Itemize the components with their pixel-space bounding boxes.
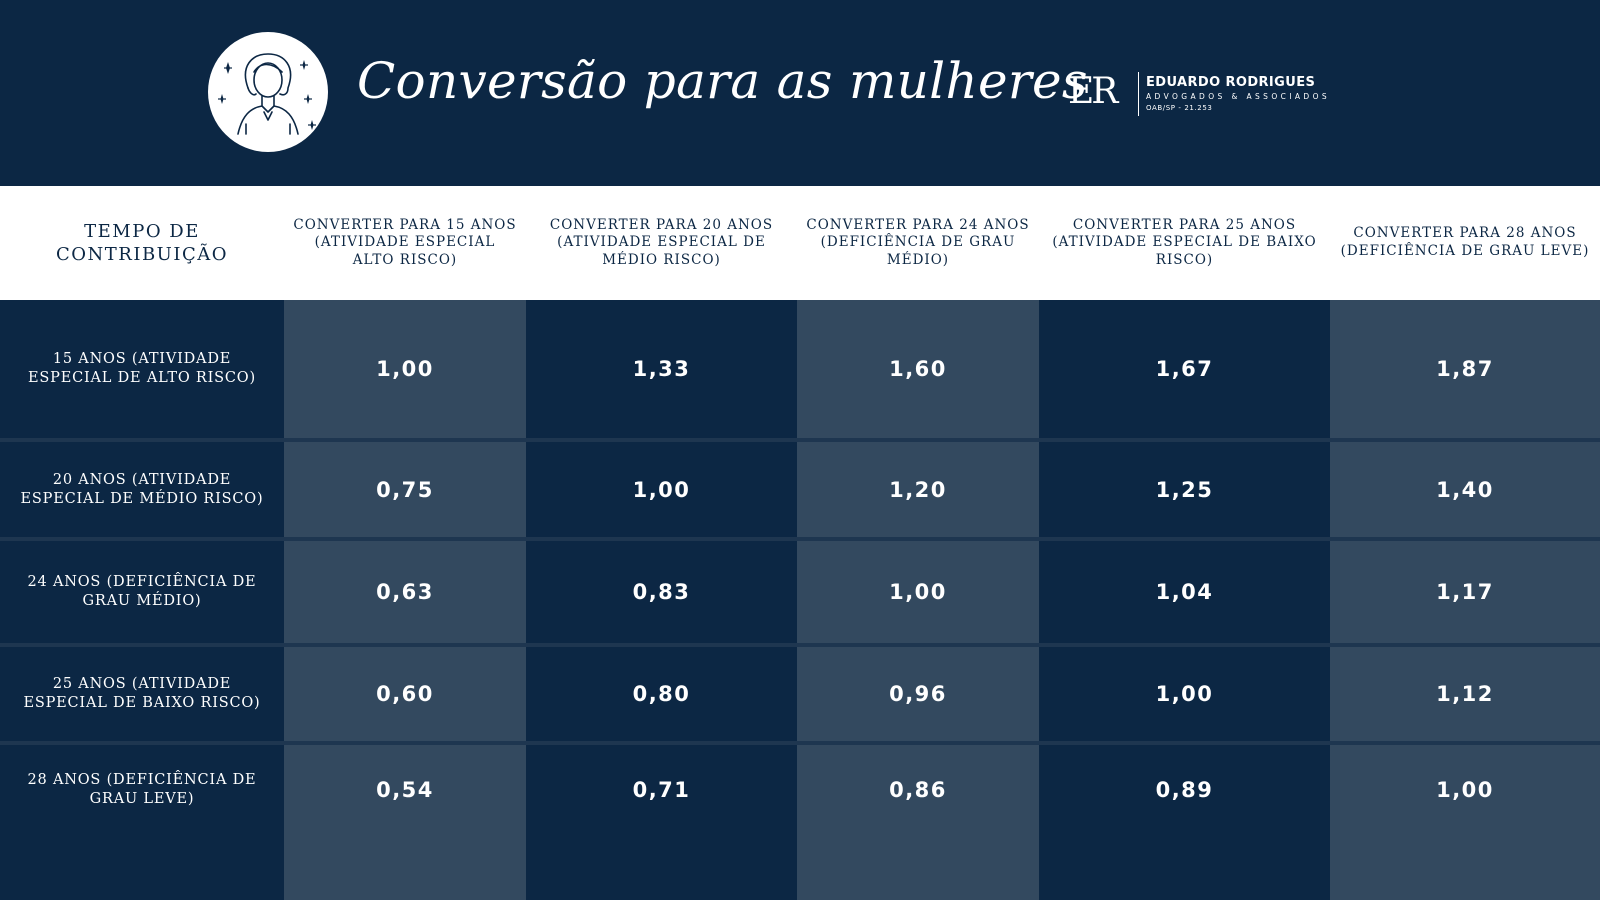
- column-header: CONVERTER PARA 20 ANOS (ATIVIDADE ESPECI…: [549, 216, 774, 268]
- table-cell: 0,83: [632, 580, 691, 604]
- table-cell: 1,00: [1436, 778, 1494, 802]
- logo-mark: ER: [1068, 71, 1118, 112]
- logo-name: EDUARDO RODRIGUES: [1146, 75, 1316, 90]
- woman-avatar-icon: [208, 32, 328, 152]
- table-cell: 0,54: [376, 778, 434, 802]
- value-column-background: [526, 300, 797, 900]
- value-column-background: [1039, 300, 1330, 900]
- row-label: 28 ANOS (DEFICIÊNCIA DE GRAU LEVE): [27, 772, 257, 807]
- value-column-background: [1330, 300, 1600, 900]
- table-cell: 1,67: [1155, 357, 1214, 381]
- row-label: 24 ANOS (DEFICIÊNCIA DE GRAU MÉDIO): [27, 574, 257, 609]
- logo-divider: [1138, 72, 1139, 116]
- table-cell: 1,87: [1436, 357, 1494, 381]
- column-header-label: TEMPO DE CONTRIBUIÇÃO: [56, 220, 228, 265]
- value-column-background: [284, 300, 526, 900]
- table-cell: 0,63: [376, 580, 434, 604]
- table-cell: 1,00: [632, 477, 691, 502]
- table-cell: 0,71: [632, 778, 691, 802]
- row-separator: [0, 537, 1600, 541]
- header-banner: Conversão para as mulheres ER EDUARDO RO…: [0, 0, 1600, 186]
- row-separator: [0, 741, 1600, 745]
- row-label: 20 ANOS (ATIVIDADE ESPECIAL DE MÉDIO RIS…: [20, 471, 264, 507]
- column-header: CONVERTER PARA 25 ANOS (ATIVIDADE ESPECI…: [1052, 216, 1317, 268]
- table-cell: 1,25: [1155, 477, 1214, 502]
- table-cell: 0,60: [376, 682, 434, 706]
- table-cell: 1,40: [1436, 477, 1494, 502]
- column-header: CONVERTER PARA 15 ANOS (ATIVIDADE ESPECI…: [293, 216, 517, 268]
- page-title: Conversão para as mulheres: [357, 52, 1088, 110]
- value-column-background: [797, 300, 1039, 900]
- table-cell: 0,80: [632, 682, 691, 706]
- row-separator: [0, 643, 1600, 647]
- table-cell: 1,33: [632, 357, 691, 381]
- table-cell: 1,00: [889, 580, 947, 604]
- table-cell: 0,75: [376, 477, 434, 502]
- logo-registration: OAB/SP - 21.253: [1146, 104, 1213, 112]
- column-header: CONVERTER PARA 28 ANOS (DEFICIÊNCIA DE G…: [1340, 225, 1590, 259]
- logo-subtitle: ADVOGADOS & ASSOCIADOS: [1146, 92, 1331, 101]
- table-cell: 1,00: [376, 357, 434, 381]
- label-column-background: [0, 300, 284, 900]
- row-label: 25 ANOS (ATIVIDADE ESPECIAL DE BAIXO RIS…: [23, 676, 261, 711]
- table-cell: 1,12: [1436, 682, 1494, 706]
- company-logo: ER EDUARDO RODRIGUES ADVOGADOS & ASSOCIA…: [1068, 70, 1327, 120]
- row-separator: [0, 438, 1600, 442]
- table-cell: 0,96: [889, 682, 947, 706]
- row-label: 15 ANOS (ATIVIDADE ESPECIAL DE ALTO RISC…: [28, 351, 256, 386]
- table-cell: 1,60: [889, 357, 947, 381]
- table-cell: 1,04: [1155, 580, 1214, 604]
- column-header: CONVERTER PARA 24 ANOS (DEFICIÊNCIA DE G…: [806, 216, 1030, 268]
- table-cell: 0,89: [1155, 778, 1214, 802]
- table-cell: 1,20: [889, 477, 947, 502]
- conversion-table: TEMPO DE CONTRIBUIÇÃO CONVERTER PARA 15 A…: [0, 186, 1600, 900]
- table-cell: 1,00: [1155, 682, 1214, 706]
- table-cell: 0,86: [889, 778, 947, 802]
- table-header-row: TEMPO DE CONTRIBUIÇÃO CONVERTER PARA 15 A…: [0, 186, 1600, 300]
- table-cell: 1,17: [1436, 580, 1494, 604]
